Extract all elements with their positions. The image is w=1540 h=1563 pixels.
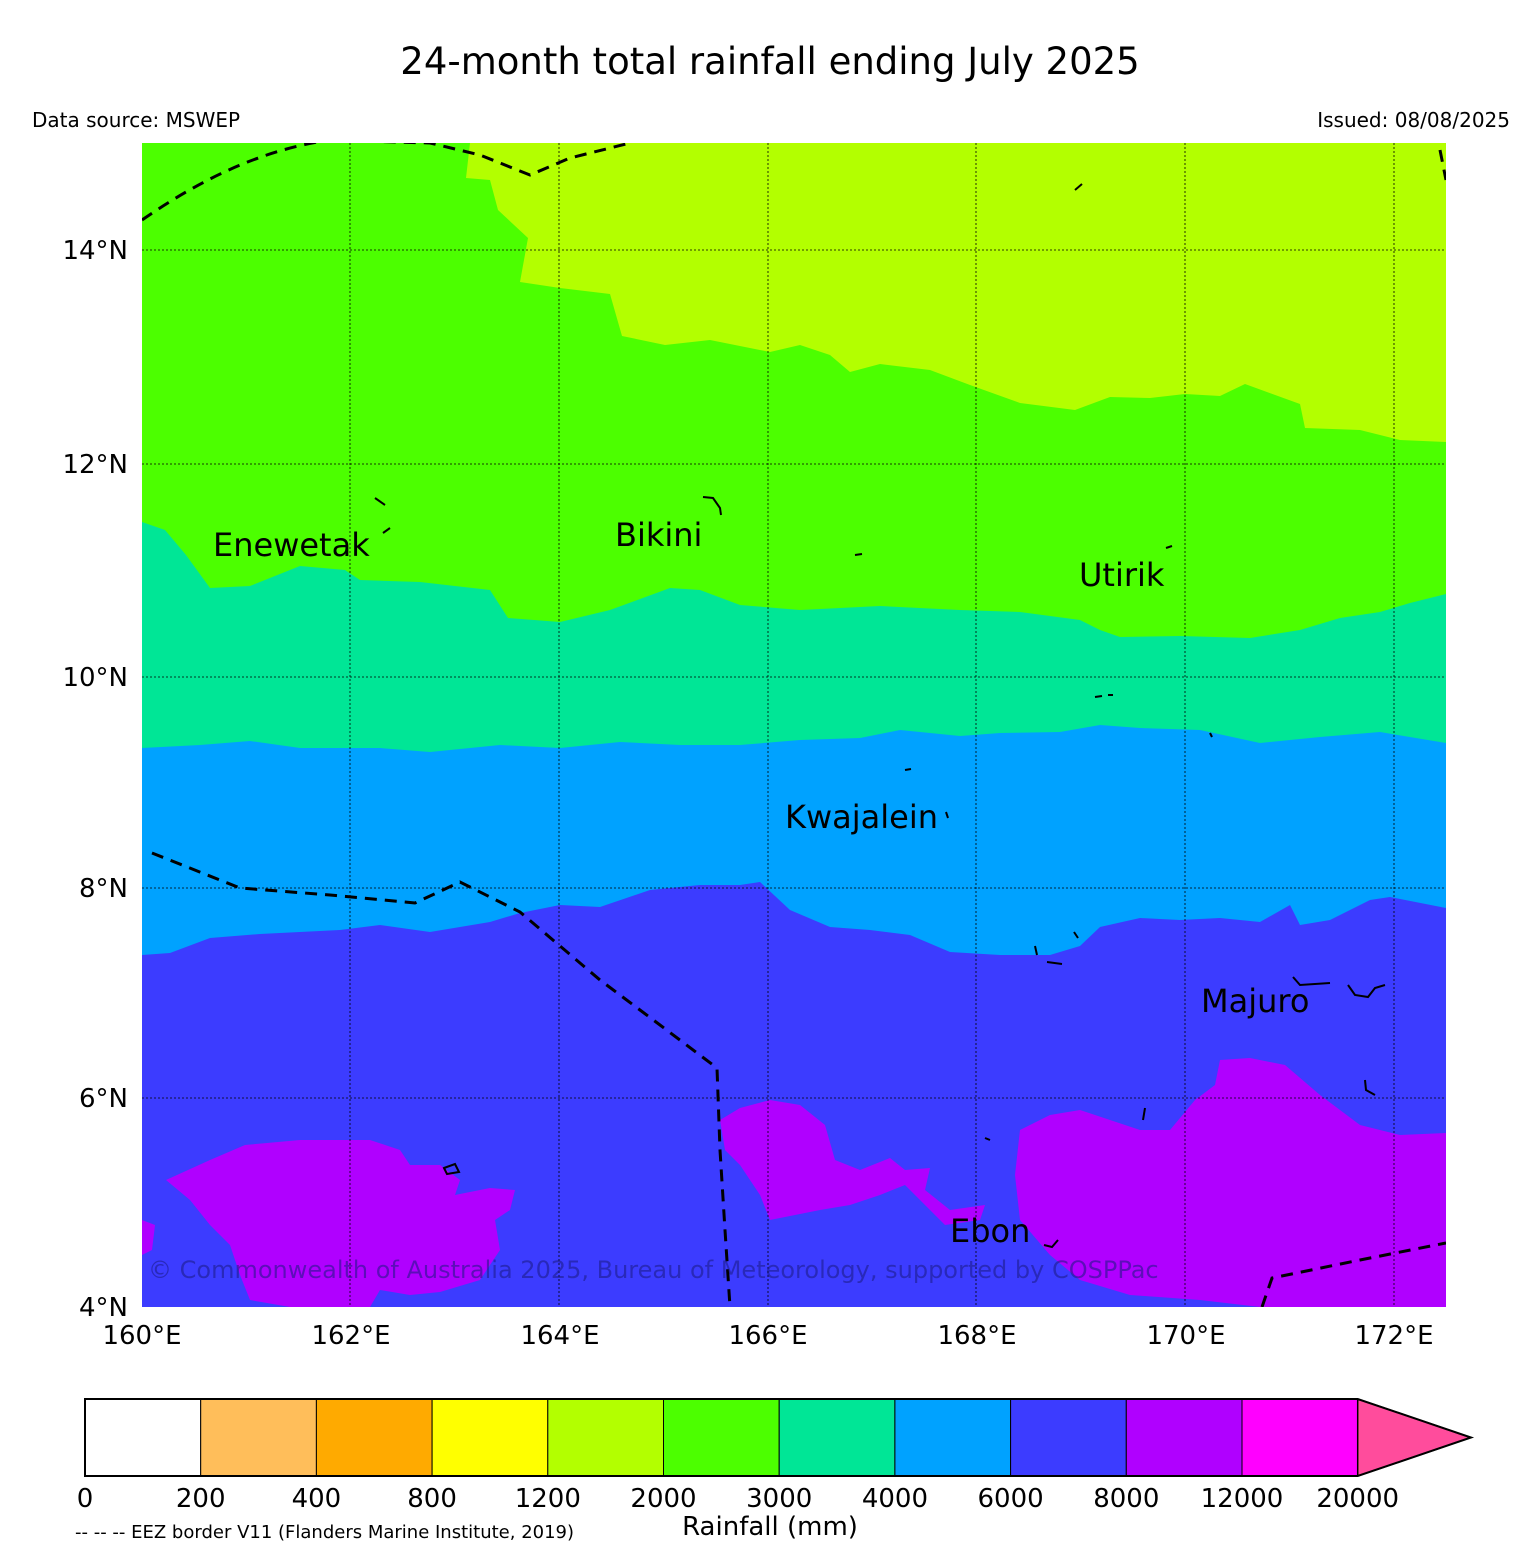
lon-tick: 162°E	[311, 1321, 390, 1351]
band-8000-12000	[142, 1058, 1446, 1307]
colorbar-segment	[663, 1398, 780, 1477]
colorbar-tick-label: 4000	[862, 1484, 928, 1514]
rainfall-bands	[142, 143, 1446, 1307]
colorbar-tick-label: 2000	[630, 1484, 696, 1514]
colorbar-segment	[1241, 1398, 1359, 1477]
colorbar-tick-labels: 0 200 400 800 1200 2000 3000 4000 6000 8000 12000 2…	[77, 1484, 1399, 1514]
lat-tick: 14°N	[62, 236, 128, 266]
colorbar-segment	[315, 1398, 433, 1477]
colorbar-extend-arrow	[1356, 1397, 1474, 1478]
colorbar-segment	[200, 1398, 317, 1477]
colorbar-tick-label: 800	[407, 1484, 457, 1514]
data-source-label: Data source: MSWEP	[32, 108, 241, 132]
colorbar-segment	[1010, 1398, 1127, 1477]
lon-tick: 164°E	[520, 1321, 599, 1351]
graticule	[142, 143, 1446, 1307]
place-label-bikini: Bikini	[615, 516, 702, 554]
colorbar-title: Rainfall (mm)	[682, 1512, 858, 1542]
colorbar-tick-label: 20000	[1316, 1484, 1399, 1514]
place-label-utirik: Utirik	[1079, 556, 1165, 594]
colorbar-tick-label: 8000	[1093, 1484, 1159, 1514]
colorbar-tick-label: 12000	[1201, 1484, 1284, 1514]
place-label-ebon: Ebon	[950, 1212, 1030, 1250]
place-label-majuro: Majuro	[1201, 982, 1309, 1020]
lat-tick-labels: 14°N 12°N 10°N 8°N 6°N 4°N	[62, 236, 128, 1323]
lon-tick: 170°E	[1146, 1321, 1225, 1351]
colorbar	[84, 1397, 1475, 1478]
colorbar-segment	[547, 1398, 664, 1477]
colorbar-segment	[84, 1398, 202, 1477]
colorbar-segment	[431, 1398, 549, 1477]
lon-tick: 172°E	[1354, 1321, 1433, 1351]
lon-tick-labels: 160°E 162°E 164°E 166°E 168°E 170°E 172°…	[102, 1321, 1433, 1351]
colorbar-tick-label: 0	[77, 1484, 94, 1514]
place-label-enewetak: Enewetak	[213, 526, 370, 564]
colorbar-tick-label: 400	[292, 1484, 342, 1514]
lat-tick: 6°N	[79, 1084, 128, 1114]
lon-tick: 160°E	[102, 1321, 181, 1351]
place-label-kwajalein: Kwajalein	[785, 798, 938, 836]
map-title: 24-month total rainfall ending July 2025	[400, 40, 1140, 83]
colorbar-tick-label: 6000	[978, 1484, 1044, 1514]
colorbar-tick-label: 200	[176, 1484, 226, 1514]
lon-tick: 166°E	[728, 1321, 807, 1351]
lon-tick: 168°E	[937, 1321, 1016, 1351]
colorbar-segment	[894, 1398, 1012, 1477]
lat-tick: 8°N	[79, 874, 128, 904]
eez-border	[142, 143, 1446, 1307]
lat-tick: 10°N	[62, 663, 128, 693]
lat-tick: 12°N	[62, 450, 128, 480]
colorbar-tick-label: 3000	[746, 1484, 812, 1514]
issued-date-label: Issued: 08/08/2025	[1317, 108, 1510, 132]
eez-legend-note: -- -- -- EEZ border V11 (Flanders Marine…	[75, 1522, 575, 1543]
lat-tick: 4°N	[79, 1293, 128, 1323]
colorbar-outline	[84, 1398, 1475, 1477]
island-outlines	[374, 183, 1386, 1249]
colorbar-tick-label: 1200	[515, 1484, 581, 1514]
colorbar-segment	[778, 1398, 896, 1477]
copyright-watermark: © Commonwealth of Australia 2025, Bureau…	[148, 1256, 1159, 1284]
colorbar-segment	[1125, 1398, 1243, 1477]
